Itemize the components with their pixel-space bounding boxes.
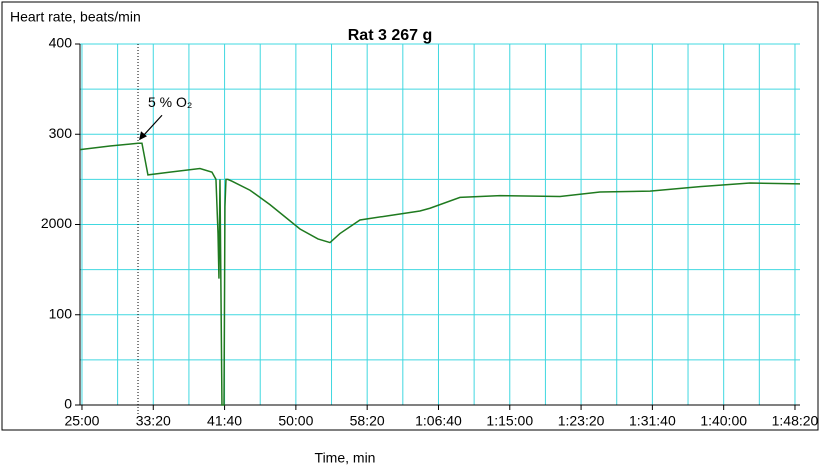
- y-tick-label: 0: [64, 396, 72, 412]
- x-tick-label: 50:00: [278, 413, 313, 429]
- x-tick-label: 1:06:40: [415, 413, 462, 429]
- x-tick-label: 58:20: [350, 413, 385, 429]
- x-tick-label: 33:20: [136, 413, 171, 429]
- x-tick-label: 1:48:20: [772, 413, 819, 429]
- x-axis-label: Time, min: [315, 450, 376, 466]
- data-line: [79, 142, 801, 406]
- x-tick-label: 1:23:20: [558, 413, 605, 429]
- y-tick-label: 400: [49, 35, 73, 51]
- x-tick-label: 41:40: [207, 413, 242, 429]
- x-tick-label: 1:15:00: [486, 413, 533, 429]
- arrow-head: [139, 131, 148, 141]
- chart-title: Rat 3 267 g: [348, 27, 432, 44]
- y-tick-label: 100: [49, 305, 73, 321]
- annotation-text: 5 % O₂: [148, 94, 192, 110]
- x-tick-label: 1:31:40: [629, 413, 676, 429]
- y-tick-label: 2000: [41, 215, 72, 231]
- y-axis-label: Heart rate, beats/min: [10, 9, 141, 25]
- frame: [1, 1, 819, 431]
- y-tick-label: 300: [49, 125, 73, 141]
- x-tick-label: 25:00: [64, 413, 99, 429]
- x-tick-label: 1:40:00: [700, 413, 747, 429]
